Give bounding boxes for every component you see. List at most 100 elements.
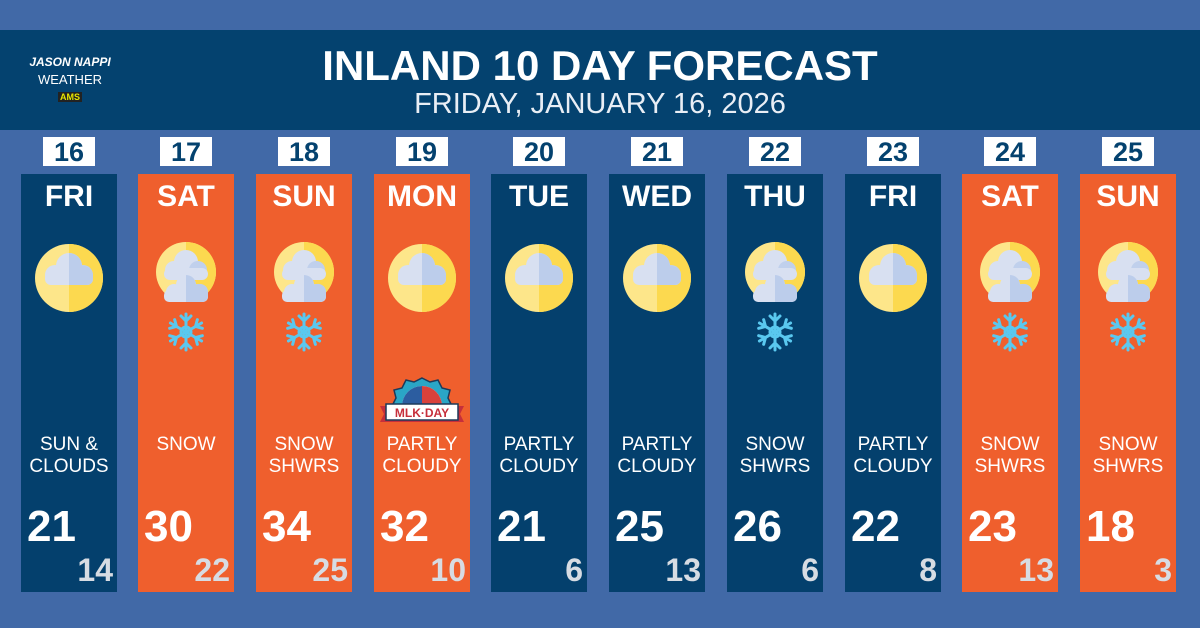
snow-icon [150, 242, 222, 314]
snow-icon [1092, 242, 1164, 314]
condition-line1: SNOW [156, 434, 216, 455]
condition-line2: CLOUDY [617, 456, 697, 477]
high-temp: 32 [380, 502, 429, 551]
page-subtitle: FRIDAY, JANUARY 16, 2026 [414, 88, 786, 120]
condition-line2: SHWRS [1092, 456, 1164, 477]
high-temp: 22 [851, 502, 900, 551]
condition-line2: SHWRS [974, 456, 1046, 477]
condition: PARTLY CLOUDY [609, 434, 705, 478]
condition: PARTLY CLOUDY [491, 434, 587, 478]
sun-cloud-icon [857, 242, 929, 314]
low-temp: 10 [430, 552, 466, 588]
condition-line1: SNOW [980, 434, 1040, 455]
day-column: SAT SNOW SHWRS 23 13 [962, 174, 1058, 592]
mlk-day-badge: MLK·DAY [376, 376, 468, 430]
low-temp: 14 [77, 552, 113, 588]
logo-line1: JASON NAPPI [29, 55, 111, 69]
day-column: SAT SNOW 30 22 [138, 174, 234, 592]
day-of-week: SUN [1096, 180, 1160, 213]
condition: SNOW SHWRS [256, 434, 352, 478]
date-label: 17 [160, 137, 212, 167]
date-label: 23 [867, 137, 919, 167]
snowflake-icon [755, 312, 795, 352]
logo: JASON NAPPI WEATHER AMS [20, 55, 120, 105]
high-temp: 23 [968, 502, 1017, 551]
high-temp: 30 [144, 502, 193, 551]
high-temp: 21 [27, 502, 76, 551]
date-label: 19 [396, 137, 448, 167]
day-column: THU SNOW SHWRS 26 6 [727, 174, 823, 592]
snowflake-icon [166, 312, 206, 352]
condition-line1: SUN & [39, 434, 99, 455]
day-of-week: FRI [44, 180, 94, 213]
date-label: 22 [749, 137, 801, 167]
date-label: 16 [43, 137, 95, 167]
low-temp: 6 [565, 552, 583, 588]
day-of-week: THU [744, 180, 806, 213]
condition-line2: CLOUDY [853, 456, 933, 477]
condition-line2: CLOUDS [29, 456, 109, 477]
snowflake-icon [990, 312, 1030, 352]
ams-badge: AMS [58, 92, 82, 102]
low-temp: 25 [312, 552, 348, 588]
condition-line1: SNOW [1098, 434, 1158, 455]
high-temp: 26 [733, 502, 782, 551]
condition-line1: PARTLY [386, 434, 458, 455]
condition: SNOW SHWRS [962, 434, 1058, 478]
snowflake-icon [1108, 312, 1148, 352]
sun-cloud-icon [33, 242, 105, 314]
date-label: 21 [631, 137, 683, 167]
low-temp: 8 [919, 552, 937, 588]
day-column: TUE PARTLY CLOUDY 21 6 [491, 174, 587, 592]
sun-cloud-icon [503, 242, 575, 314]
condition: SUN & CLOUDS [21, 434, 117, 478]
day-column: FRI PARTLY CLOUDY 22 8 [845, 174, 941, 592]
sun-cloud-icon [386, 242, 458, 314]
snow-icon [739, 242, 811, 314]
condition: SNOW SHWRS [1080, 434, 1176, 478]
day-column: SUN SNOW SHWRS 18 3 [1080, 174, 1176, 592]
condition-line1: PARTLY [857, 434, 929, 455]
condition: PARTLY CLOUDY [374, 434, 470, 478]
snowflake-icon [284, 312, 324, 352]
condition-line2: SHWRS [268, 456, 340, 477]
day-column: FRI SUN & CLOUDS 21 14 [21, 174, 117, 592]
day-of-week: SUN [272, 180, 336, 213]
low-temp: 13 [1018, 552, 1054, 588]
day-of-week: FRI [868, 180, 918, 213]
high-temp: 21 [497, 502, 546, 551]
day-of-week: SAT [157, 180, 215, 213]
date-label: 20 [513, 137, 565, 167]
high-temp: 25 [615, 502, 664, 551]
page-title: INLAND 10 DAY FORECAST [322, 42, 878, 89]
condition-line2: SHWRS [739, 456, 811, 477]
condition-line1: PARTLY [503, 434, 575, 455]
logo-line2: WEATHER [37, 72, 103, 87]
low-temp: 13 [665, 552, 701, 588]
low-temp: 3 [1154, 552, 1172, 588]
date-label: 18 [278, 137, 330, 167]
condition: PARTLY CLOUDY [845, 434, 941, 478]
condition-line2: CLOUDY [382, 456, 462, 477]
condition-line1: PARTLY [621, 434, 693, 455]
snow-icon [268, 242, 340, 314]
snow-icon [974, 242, 1046, 314]
date-label: 24 [984, 137, 1036, 167]
condition-line1: SNOW [274, 434, 334, 455]
day-of-week: WED [622, 180, 692, 213]
high-temp: 18 [1086, 502, 1135, 551]
header-banner: JASON NAPPI WEATHER AMS INLAND 10 DAY FO… [0, 30, 1200, 130]
sun-cloud-icon [621, 242, 693, 314]
day-column: SUN SNOW SHWRS 34 25 [256, 174, 352, 592]
condition-line2: CLOUDY [499, 456, 579, 477]
low-temp: 22 [194, 552, 230, 588]
svg-text:MLK·DAY: MLK·DAY [395, 406, 449, 420]
day-of-week: TUE [509, 180, 569, 213]
day-column: MON MLK·DAY PARTLY CLOUDY 32 10 [374, 174, 470, 592]
day-column: WED PARTLY CLOUDY 25 13 [609, 174, 705, 592]
low-temp: 6 [801, 552, 819, 588]
condition-line1: SNOW [745, 434, 805, 455]
high-temp: 34 [262, 502, 311, 551]
condition: SNOW [138, 434, 234, 456]
condition: SNOW SHWRS [727, 434, 823, 478]
